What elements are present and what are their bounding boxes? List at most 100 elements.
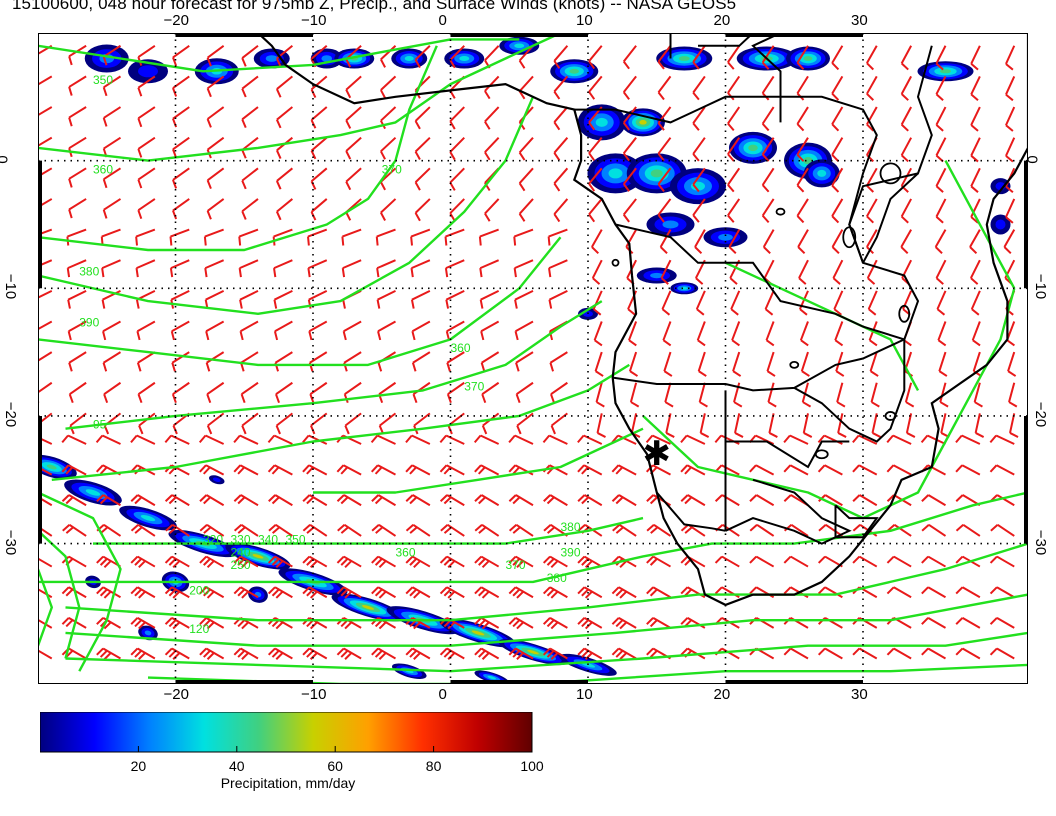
- wind-barb: [62, 523, 87, 537]
- wind-barb: [645, 434, 671, 445]
- wind-barb: [484, 106, 500, 130]
- wind-barb: [307, 289, 328, 309]
- wind-barb: [310, 75, 328, 98]
- wind-barb: [302, 464, 328, 476]
- wind-barb: [171, 381, 190, 403]
- wind-barb: [646, 616, 672, 629]
- wind-barb: [102, 44, 122, 66]
- wind-barb: [657, 167, 672, 192]
- precip-cell: [748, 144, 758, 152]
- wind-barb: [1005, 198, 1016, 224]
- wind-barb: [611, 494, 637, 507]
- axis-tick-label: −30: [1032, 529, 1050, 555]
- wind-barb: [445, 320, 465, 341]
- wind-barb: [137, 198, 156, 220]
- wind-barb: [474, 464, 500, 476]
- wind-barb: [267, 434, 293, 445]
- precip-cell: [144, 630, 152, 636]
- wind-barb: [852, 555, 878, 568]
- axis-tick-label: 0: [438, 686, 447, 703]
- wind-barb: [900, 198, 913, 224]
- wind-barb: [692, 106, 706, 131]
- wind-barb: [553, 45, 569, 69]
- wind-barb: [680, 434, 706, 445]
- wind-barb: [852, 494, 878, 507]
- wind-barb: [611, 647, 637, 660]
- wind-barb: [379, 167, 397, 191]
- wind-barb: [233, 434, 259, 445]
- wind-barb: [410, 259, 431, 278]
- precip-cell: [639, 120, 647, 125]
- wind-barb: [766, 351, 776, 377]
- wind-barb: [449, 45, 465, 69]
- wind-barb: [831, 75, 844, 101]
- wind-barb: [414, 198, 431, 222]
- country-border: [615, 223, 905, 341]
- wind-barb: [588, 45, 603, 70]
- wind-barb: [38, 557, 53, 568]
- wind-barb: [577, 434, 603, 445]
- wind-barb: [239, 289, 259, 309]
- wind-barb: [1007, 351, 1017, 377]
- wind-barb: [376, 259, 396, 278]
- wind-barb: [886, 464, 912, 476]
- wind-barb: [989, 464, 1015, 476]
- wind-barb: [662, 321, 672, 347]
- height-contour: [65, 542, 1028, 622]
- wind-barb: [866, 75, 878, 101]
- wind-barb: [344, 412, 362, 435]
- height-contour: [38, 33, 562, 162]
- wind-barb: [973, 382, 983, 408]
- contour-label: 390: [561, 545, 581, 559]
- wind-barb: [1005, 106, 1016, 132]
- wind-barb: [273, 259, 293, 278]
- wind-barb: [38, 106, 53, 117]
- wind-barb: [935, 167, 947, 193]
- wind-barb: [866, 45, 878, 71]
- precip-cell: [527, 649, 539, 655]
- wind-barb: [783, 555, 809, 568]
- wind-barb: [970, 167, 981, 193]
- wind-barb: [376, 289, 396, 309]
- wind-barb: [480, 320, 500, 341]
- contour-label: 380: [547, 571, 567, 585]
- contour-label: 370: [506, 558, 526, 572]
- wind-barb: [591, 229, 603, 255]
- wind-barb: [336, 555, 362, 569]
- wind-barb: [852, 434, 878, 445]
- wind-barb: [900, 45, 913, 71]
- country-border: [612, 338, 905, 392]
- lake-outline: [884, 411, 897, 421]
- wind-barb: [38, 351, 53, 372]
- axis-tick-label: −10: [1032, 274, 1050, 300]
- wind-barb: [38, 436, 53, 445]
- wind-barb: [508, 523, 534, 537]
- wind-barb: [832, 259, 844, 285]
- forecast-map[interactable]: 350 360 370 380 390 95 360 370 380 390 380 370 360 35…: [38, 33, 1028, 684]
- wind-barb: [818, 523, 843, 537]
- wind-barb: [38, 289, 53, 299]
- wind-barb: [657, 75, 672, 101]
- wind-barb: [664, 382, 674, 408]
- wind-barb: [622, 137, 637, 162]
- wind-barb: [341, 228, 362, 246]
- wind-barb: [275, 198, 294, 221]
- contour-label: 95: [93, 418, 107, 432]
- wind-barb: [661, 290, 672, 316]
- wind-barb: [103, 381, 122, 403]
- wind-barb: [446, 381, 465, 403]
- wind-barb: [970, 45, 981, 71]
- wind-barb: [508, 586, 534, 599]
- wind-barb: [371, 494, 397, 507]
- wind-barb: [267, 647, 293, 660]
- wind-barb: [622, 75, 637, 100]
- country-border: [751, 33, 782, 123]
- colorbar-label: Precipitation, mm/day: [220, 775, 356, 791]
- wind-barb: [130, 555, 156, 569]
- wind-barb: [474, 494, 500, 507]
- wind-barb: [921, 555, 947, 568]
- precip-cell: [608, 168, 623, 179]
- wind-barb: [831, 198, 844, 224]
- wind-barb: [553, 198, 569, 223]
- wind-barb: [405, 586, 431, 599]
